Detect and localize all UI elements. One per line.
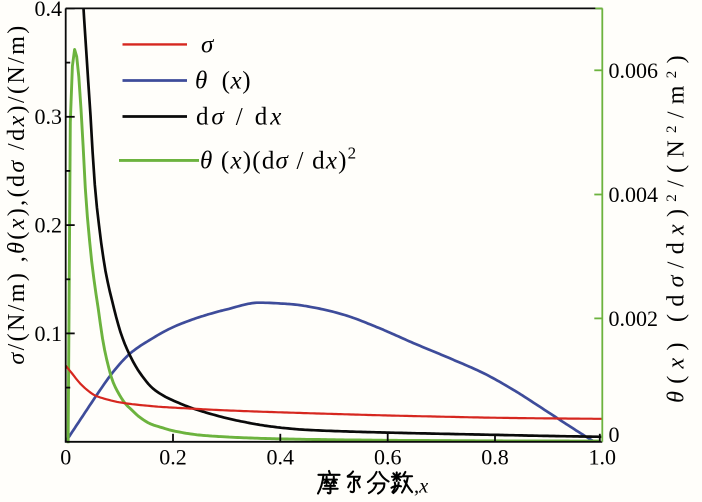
svg-text:0: 0 [609,422,620,447]
svg-text:0.004: 0.004 [609,182,659,207]
svg-text:dσ / dx: dσ / dx [196,104,284,131]
svg-text:θ(x) (dσ/dx)2/(N2/m2): θ(x) (dσ/dx)2/(N2/m2) [664,48,690,403]
svg-text:0.8: 0.8 [481,445,509,470]
svg-text:0.2: 0.2 [35,213,63,238]
svg-text:,x: ,x [414,476,428,498]
svg-text:0.002: 0.002 [609,306,659,331]
svg-text:σ: σ [201,31,215,58]
svg-text:1.0: 1.0 [589,445,617,470]
svg-text:σ/(N/m) ,θ(x),(dσ /dx)/(N/m): σ/(N/m) ,θ(x),(dσ /dx)/(N/m) [4,23,30,364]
svg-text:0.6: 0.6 [374,445,402,470]
svg-text:θ (x): θ (x) [195,68,251,95]
svg-text:0: 0 [60,445,71,470]
svg-text:0.3: 0.3 [35,104,63,129]
svg-text:θ (x)(dσ / dx)2: θ (x)(dσ / dx)2 [200,143,357,174]
svg-text:0.4: 0.4 [35,0,63,21]
svg-text:0.4: 0.4 [267,445,295,470]
svg-text:0.1: 0.1 [35,321,63,346]
svg-text:0.2: 0.2 [159,445,187,470]
svg-text:0.006: 0.006 [609,58,659,83]
